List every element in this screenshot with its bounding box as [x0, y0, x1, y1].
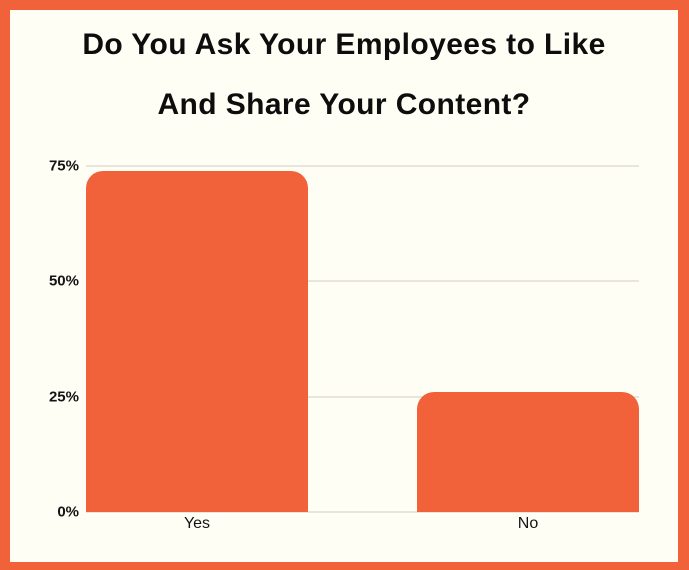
gridline-0 [86, 511, 639, 513]
y-axis-tick-label-75: 75% [48, 157, 79, 175]
y-axis-tick-label-25: 25% [48, 388, 79, 406]
chart-title: Do You Ask Your Employees to Like And Sh… [10, 15, 678, 135]
gridline-75 [86, 165, 639, 167]
gridline-50 [86, 280, 639, 283]
gridline-25 [86, 395, 639, 398]
plot-area: 0% 25% 50% 75% Yes No [49, 159, 639, 532]
y-axis-tick-label-50: 50% [48, 272, 79, 290]
y-axis-tick-label-0: 0% [57, 503, 79, 521]
chart-title-line-1: Do You Ask Your Employees to Like [82, 28, 606, 61]
bar-no [417, 392, 639, 512]
x-axis-category-label-yes: Yes [183, 515, 211, 532]
bar-yes [86, 170, 308, 512]
x-axis-category-label-no: No [517, 515, 539, 532]
chart-title-line-2: And Share Your Content? [157, 88, 531, 121]
